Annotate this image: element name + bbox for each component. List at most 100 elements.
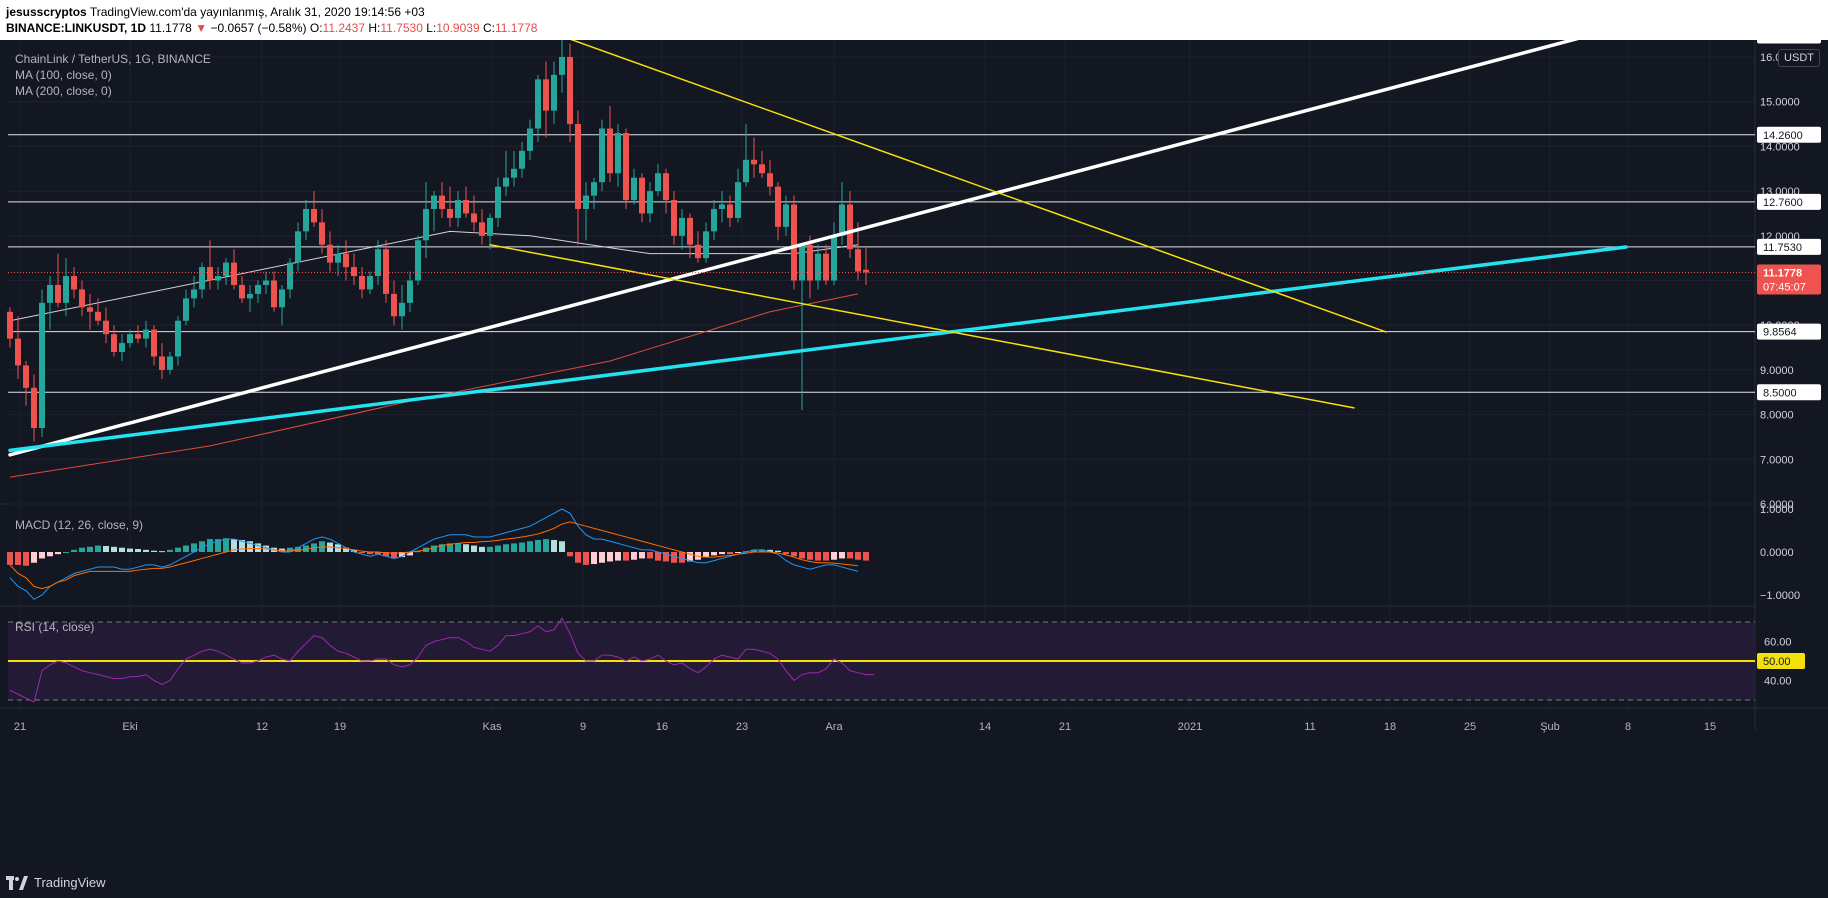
macd-histogram-bar [623,552,629,561]
macd-histogram-bar [175,547,181,552]
macd-histogram-bar [559,541,565,552]
macd-histogram-bar [367,552,373,555]
ma100-legend[interactable]: MA (100, close, 0) [15,68,112,82]
candle-body [703,231,709,259]
price-tick-label: 6.0000 [1760,499,1794,511]
macd-histogram-bar [543,539,549,552]
macd-histogram-bar [39,552,45,559]
candle-body [535,79,541,129]
macd-histogram-bar [135,548,141,552]
yellow-trendline-lower [489,243,1355,409]
macd-histogram-bar [215,539,221,552]
macd-histogram-bar [535,539,541,552]
tradingview-brand[interactable]: TradingView [6,875,106,890]
price-tick-label: 9.0000 [1760,365,1794,377]
macd-histogram-bar [71,549,77,552]
candle-body [383,249,389,294]
candle-body [495,186,501,218]
candle-body [271,280,277,308]
macd-histogram-bar [639,552,645,559]
candle-body [247,293,253,299]
level-tag: 16.4800 [1763,40,1803,43]
rsi-level-tag: 50.00 [1763,656,1791,668]
macd-histogram-bar [591,552,597,565]
candle-body [583,195,589,209]
candle-body [215,276,221,281]
macd-histogram-bar [167,549,173,552]
candle-body [255,284,261,294]
time-axis-label: Kas [483,721,502,733]
macd-line [9,508,859,600]
rsi-legend[interactable]: RSI (14, close) [15,620,95,634]
candle-body [423,208,429,241]
candle-body [351,267,357,277]
macd-histogram-bar [359,552,365,553]
candle-body [663,173,669,201]
macd-histogram-bar [295,546,301,552]
candle-body [551,74,557,111]
candle-body [39,302,45,429]
candle-body [599,128,605,183]
candle-body [55,284,61,303]
candle-body [127,334,133,344]
macd-histogram-bar [855,552,861,560]
currency-badge[interactable]: USDT [1778,49,1820,67]
candle-body [511,168,517,178]
macd-histogram-bar [823,552,829,561]
candle-body [87,307,93,312]
macd-histogram-bar [375,552,381,555]
level-tag-bg [1757,323,1821,340]
candle-body [207,267,213,281]
macd-legend[interactable]: MACD (12, 26, close, 9) [15,518,144,532]
candle-body [639,177,645,214]
macd-histogram-bar [575,552,581,563]
macd-histogram-bar [439,544,445,552]
candle-body [575,124,581,209]
candle-body [623,132,629,201]
candle-body [735,182,741,218]
candle-body [503,177,509,187]
close-value: 11.1778 [494,21,538,35]
time-axis-label: 9 [580,721,586,733]
macd-histogram-bar [479,546,485,552]
macd-histogram-bar [759,549,765,552]
candle-body [239,284,245,299]
candle-body [327,244,333,263]
brand-label: TradingView [34,875,106,890]
rsi-tick-label: 60.00 [1764,637,1792,649]
chart-canvas[interactable]: 6.00007.00008.00009.000010.000011.000012… [0,40,1828,898]
macd-histogram-bar [567,552,573,557]
macd-histogram-bar [15,552,21,565]
candle-body [359,276,365,290]
author-name[interactable]: jesusscryptos [6,5,87,19]
candle-body [199,267,205,290]
level-tag: 8.5000 [1763,387,1797,399]
macd-histogram-bar [583,552,589,565]
candle-body [31,387,37,429]
macd-histogram-bar [607,552,613,562]
price-tick-label: 14.0000 [1760,141,1800,153]
macd-histogram-bar [487,546,493,552]
macd-histogram-bar [431,545,437,552]
macd-histogram-bar [399,552,405,558]
candle-body [519,150,525,169]
candle-body [719,204,725,209]
candle-body [439,195,445,209]
macd-histogram-bar [839,552,845,559]
macd-histogram-bar [207,539,213,552]
macd-histogram-bar [799,552,805,559]
macd-histogram-bar [407,552,413,556]
chart-panel[interactable]: 6.00007.00008.00009.000010.000011.000012… [0,40,1828,898]
macd-histogram-bar [647,552,653,559]
macd-histogram-bar [63,552,69,553]
candle-body [407,280,413,303]
candle-body [543,79,549,111]
ma200-legend[interactable]: MA (200, close, 0) [15,84,112,98]
candle-body [447,208,453,218]
macd-histogram-bar [87,546,93,552]
macd-histogram-bar [151,550,157,552]
macd-tick-label: −1.0000 [1760,590,1800,602]
macd-histogram-bar [527,541,533,552]
time-axis-label: 12 [256,721,268,733]
candle-body [295,231,301,263]
